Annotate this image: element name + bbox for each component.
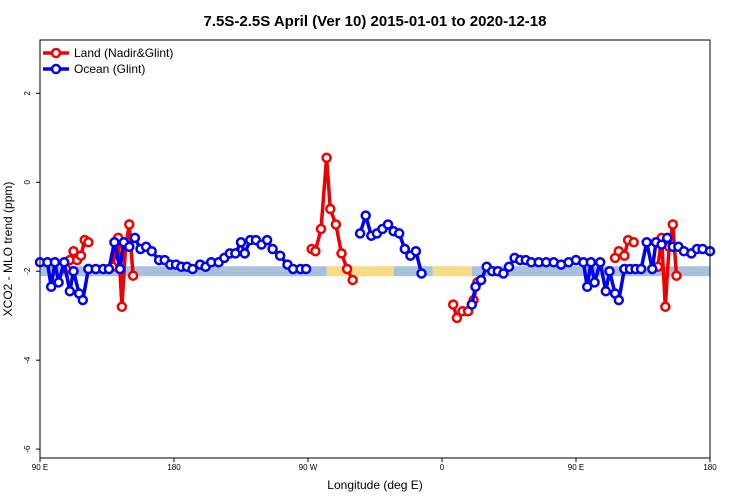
y-tick-label: 2 xyxy=(23,91,32,96)
data-point-ocean xyxy=(230,248,241,259)
data-point-ocean xyxy=(581,281,593,293)
data-point-ocean xyxy=(399,243,411,255)
data-point-ocean xyxy=(600,285,612,297)
data-point-ocean xyxy=(656,239,667,250)
data-point-land xyxy=(619,250,630,261)
data-point-land xyxy=(671,270,682,281)
data-point-ocean xyxy=(261,234,273,246)
data-point-ocean xyxy=(594,257,606,268)
data-point-ocean xyxy=(585,257,597,268)
data-point-ocean xyxy=(146,245,157,257)
data-point-ocean xyxy=(109,237,120,248)
data-point-land xyxy=(83,237,94,248)
legend: Land (Nadir&Glint) Ocean (Glint) xyxy=(43,46,173,76)
data-point-land xyxy=(347,274,358,286)
data-point-ocean xyxy=(416,268,427,279)
data-point-ocean xyxy=(661,232,673,244)
plot-frame xyxy=(39,39,711,459)
data-point-ocean xyxy=(354,228,366,239)
data-point-ocean xyxy=(114,263,126,275)
data-point-ocean xyxy=(187,263,198,275)
y-tick-label: -2 xyxy=(23,267,32,275)
y-tick-label: 0 xyxy=(23,180,32,185)
data-point-ocean xyxy=(53,277,64,288)
data-point-ocean xyxy=(475,274,487,286)
data-point-land xyxy=(667,219,679,230)
legend-label-ocean: Ocean (Glint) xyxy=(74,62,145,76)
data-point-ocean xyxy=(393,228,405,239)
legend-marker-land xyxy=(50,47,62,59)
y-tick-label: -6 xyxy=(23,445,32,453)
data-point-land xyxy=(451,312,463,324)
series-ocean xyxy=(34,210,716,310)
data-point-ocean xyxy=(604,265,615,277)
data-point-land xyxy=(660,301,671,313)
x-tick-label: 90 E xyxy=(568,463,584,472)
data-point-land xyxy=(124,219,135,230)
legend-label-land: Land (Nadir&Glint) xyxy=(74,46,173,60)
data-point-ocean xyxy=(360,210,371,221)
data-point-land xyxy=(628,237,639,248)
x-tick-label: 90 W xyxy=(299,463,318,472)
data-point-ocean xyxy=(635,263,647,275)
data-point-ocean xyxy=(589,277,600,288)
data-point-land xyxy=(321,152,332,164)
data-point-ocean xyxy=(641,237,652,248)
data-point-land xyxy=(75,250,87,261)
surface-bar-segment-3 xyxy=(432,266,472,277)
data-point-ocean xyxy=(77,294,89,306)
data-point-ocean xyxy=(274,250,286,261)
surface-bar-segment-1 xyxy=(326,266,394,277)
data-point-ocean xyxy=(49,257,61,268)
x-tick-label: 180 xyxy=(167,463,181,472)
data-point-ocean xyxy=(64,285,76,297)
data-point-ocean xyxy=(68,265,79,277)
data-point-land xyxy=(310,245,321,257)
data-point-ocean xyxy=(466,299,478,310)
data-point-land xyxy=(68,245,79,257)
plot-area xyxy=(34,152,716,324)
data-point-land xyxy=(336,248,347,259)
surface-bar-segment-2 xyxy=(393,266,433,277)
y-axis-label: XCO2 - MLO trend (ppm) xyxy=(1,182,15,317)
data-point-ocean xyxy=(129,232,141,244)
x-tick-label: 0 xyxy=(440,463,445,472)
data-point-ocean xyxy=(239,248,250,259)
data-point-ocean xyxy=(647,263,658,275)
data-point-ocean xyxy=(58,257,70,268)
axes: 90 E 180 90 W 0 90 E 180 2 0 -2 -4 -6 xyxy=(23,91,717,472)
data-point-ocean xyxy=(613,294,625,306)
data-point-ocean xyxy=(498,268,509,279)
data-point-land xyxy=(116,301,128,313)
data-point-land xyxy=(325,203,336,215)
x-tick-label: 90 E xyxy=(32,463,48,472)
data-point-land xyxy=(447,299,459,310)
x-tick-label: 180 xyxy=(703,463,717,472)
data-point-ocean xyxy=(470,281,481,293)
data-point-ocean xyxy=(267,243,278,255)
data-point-ocean xyxy=(300,263,312,275)
x-axis-label: Longitude (deg E) xyxy=(327,478,422,492)
data-point-ocean xyxy=(382,219,394,230)
data-point-ocean xyxy=(124,241,135,253)
y-tick-label: -4 xyxy=(23,356,32,364)
data-point-land xyxy=(127,270,139,281)
data-point-ocean xyxy=(410,245,422,257)
legend-marker-ocean xyxy=(50,63,62,75)
data-point-land xyxy=(341,263,353,275)
data-point-land xyxy=(315,223,327,235)
chart-title: 7.5S-2.5S April (Ver 10) 2015-01-01 to 2… xyxy=(204,13,547,30)
data-point-land xyxy=(330,219,342,230)
data-point-ocean xyxy=(235,237,247,248)
data-point-ocean xyxy=(45,281,57,293)
data-point-ocean xyxy=(103,263,115,275)
data-point-ocean xyxy=(503,261,515,273)
